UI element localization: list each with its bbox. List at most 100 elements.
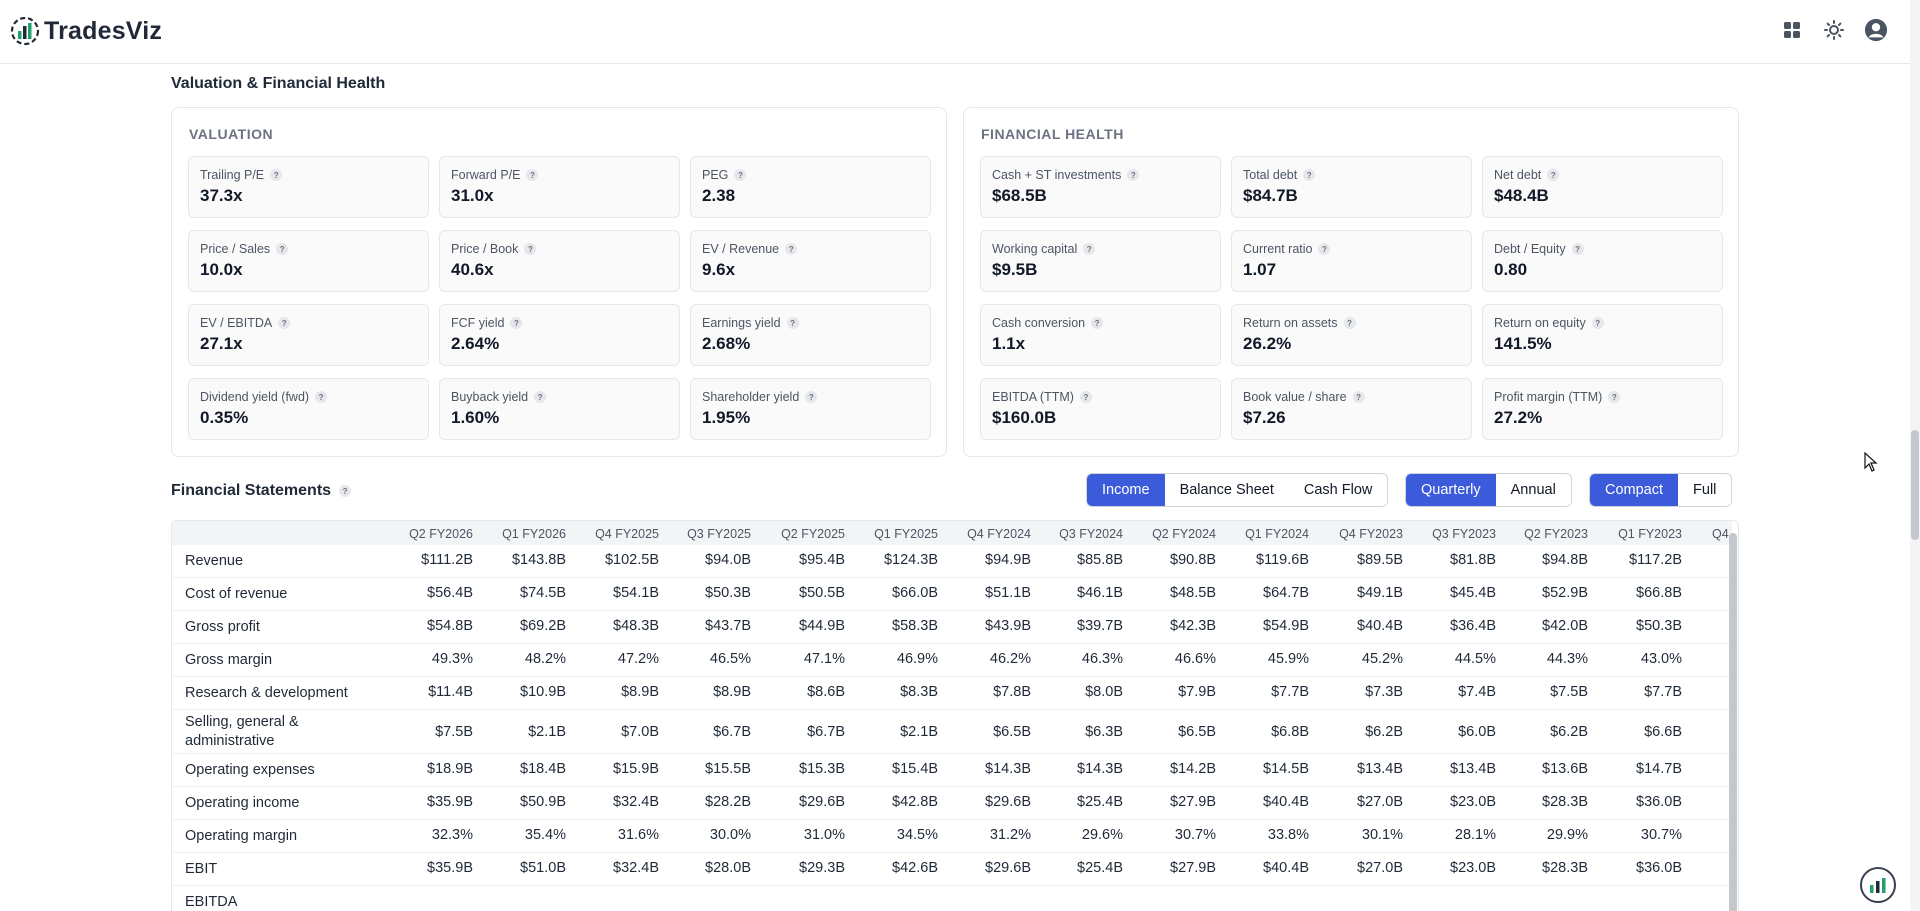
table-cell: $14.3B xyxy=(1077,761,1123,777)
metric-value: 0.35% xyxy=(200,408,249,427)
apps-grid-icon[interactable] xyxy=(1780,18,1804,42)
help-icon[interactable]: ? xyxy=(1352,391,1365,403)
row-label: Revenue xyxy=(185,553,244,569)
tab-income[interactable]: Income xyxy=(1087,474,1165,506)
row-label: Gross margin xyxy=(185,652,273,668)
help-icon[interactable]: ? xyxy=(526,169,539,181)
table-cell: $40.4B xyxy=(1263,860,1309,876)
column-header[interactable]: Q2 FY2025 xyxy=(781,527,845,541)
column-header[interactable]: Q3 FY2023 xyxy=(1432,527,1496,541)
table-row[interactable]: EBITDA xyxy=(172,886,1732,911)
table-row[interactable]: Gross margin 49.3% 48.2% 47.2% 46.5% 47.1% 46.… xyxy=(172,644,1732,677)
page-scrollbar-thumb[interactable] xyxy=(1911,430,1919,540)
help-icon[interactable]: ? xyxy=(1343,317,1356,329)
table-cell: $94.9B xyxy=(985,552,1031,568)
table-row[interactable]: Research & development $11.4B $10.9B $8.9B $… xyxy=(172,677,1732,710)
help-icon[interactable]: ? xyxy=(1083,243,1096,255)
help-icon[interactable]: ? xyxy=(315,391,328,403)
financial-health-card-title: FINANCIAL HEALTH xyxy=(981,126,1124,142)
help-icon[interactable]: ? xyxy=(510,317,523,329)
column-header[interactable]: Q2 FY2024 xyxy=(1152,527,1216,541)
column-header[interactable]: Q4 FY2023 xyxy=(1339,527,1403,541)
column-header[interactable]: Q3 FY2025 xyxy=(687,527,751,541)
help-icon[interactable]: ? xyxy=(1127,169,1140,181)
metric-fcf-yield: FCF yield? 2.64% xyxy=(439,304,680,366)
help-icon[interactable]: ? xyxy=(1608,391,1621,403)
help-icon[interactable]: ? xyxy=(786,317,799,329)
column-header[interactable]: Q4 FY2024 xyxy=(967,527,1031,541)
tab-compact[interactable]: Compact xyxy=(1590,474,1679,506)
table-row[interactable]: Selling, general & administrative $7.5B $2… xyxy=(172,710,1732,754)
column-header[interactable]: Q1 FY2026 xyxy=(502,527,566,541)
help-icon[interactable]: ? xyxy=(1079,391,1092,403)
table-cell: $7.7B xyxy=(1644,684,1682,700)
help-icon[interactable]: ? xyxy=(339,485,352,497)
metric-ev-revenue: EV / Revenue? 9.6x xyxy=(690,230,931,292)
help-icon[interactable]: ? xyxy=(270,169,283,181)
table-cell: $32.4B xyxy=(613,860,659,876)
column-header[interactable]: Q1 FY2023 xyxy=(1618,527,1682,541)
column-header[interactable]: Q1 FY2025 xyxy=(874,527,938,541)
table-row[interactable]: Operating expenses $18.9B $18.4B $15.9B $15.… xyxy=(172,754,1732,787)
tab-full[interactable]: Full xyxy=(1678,474,1732,506)
column-header[interactable]: Q1 FY2024 xyxy=(1245,527,1309,541)
table-cell: $46.1B xyxy=(1077,585,1123,601)
metric-forward-p-e: Forward P/E? 31.0x xyxy=(439,156,680,218)
table-cell: $28.2B xyxy=(705,794,751,810)
table-cell: $6.0B xyxy=(1458,724,1496,740)
column-header[interactable]: Q2 FY2026 xyxy=(409,527,473,541)
help-icon[interactable]: ? xyxy=(1091,317,1104,329)
brand[interactable]: TradesViz xyxy=(10,14,162,48)
table-cell: $14.2B xyxy=(1170,761,1216,777)
metric-label: Return on equity xyxy=(1494,316,1586,330)
metric-label: Current ratio xyxy=(1243,242,1313,256)
table-cell: $6.6B xyxy=(1644,724,1682,740)
metric-label: Debt / Equity xyxy=(1494,242,1566,256)
help-icon[interactable]: ? xyxy=(805,391,818,403)
table-cell: $124.3B xyxy=(883,552,938,568)
page-scrollbar-track[interactable] xyxy=(1910,0,1920,911)
table-cell: 43.0% xyxy=(1640,651,1682,667)
column-header[interactable]: Q3 FY2024 xyxy=(1059,527,1123,541)
table-row[interactable]: Cost of revenue $56.4B $74.5B $54.1B $50.3B $… xyxy=(172,578,1732,611)
table-row[interactable]: Operating margin 32.3% 35.4% 31.6% 30.0% 31.0… xyxy=(172,820,1732,853)
help-icon[interactable]: ? xyxy=(1571,243,1584,255)
tab-cash-flow[interactable]: Cash Flow xyxy=(1288,474,1388,506)
help-icon[interactable]: ? xyxy=(276,243,289,255)
help-icon[interactable]: ? xyxy=(785,243,798,255)
metric-label: Total debt xyxy=(1243,168,1298,182)
help-icon[interactable]: ? xyxy=(1303,169,1316,181)
table-cell: $50.3B xyxy=(1636,618,1682,634)
help-icon[interactable]: ? xyxy=(1547,169,1560,181)
help-icon[interactable]: ? xyxy=(534,391,547,403)
column-header[interactable]: Q4 xyxy=(1712,527,1729,541)
table-cell: $81.8B xyxy=(1450,552,1496,568)
table-cell: 29.9% xyxy=(1546,827,1588,843)
table-row[interactable]: Gross profit $54.8B $69.2B $48.3B $43.7B $44.… xyxy=(172,611,1732,644)
tab-balance-sheet[interactable]: Balance Sheet xyxy=(1164,474,1289,506)
table-row[interactable]: Revenue $111.2B $143.8B $102.5B $94.0B $95.4B… xyxy=(172,545,1732,578)
user-circle-icon[interactable] xyxy=(1864,18,1888,42)
metric-profit-margin-ttm: Profit margin (TTM)? 27.2% xyxy=(1482,378,1723,440)
table-row[interactable]: Operating income $35.9B $50.9B $32.4B $28.2B… xyxy=(172,787,1732,820)
column-header[interactable]: Q4 FY2025 xyxy=(595,527,659,541)
sun-icon[interactable] xyxy=(1822,18,1846,42)
tab-annual[interactable]: Annual xyxy=(1495,474,1571,506)
metric-peg: PEG? 2.38 xyxy=(690,156,931,218)
help-icon[interactable]: ? xyxy=(278,317,291,329)
table-cell: $7.5B xyxy=(1550,684,1588,700)
help-icon[interactable]: ? xyxy=(1591,317,1604,329)
table-body: Revenue $111.2B $143.8B $102.5B $94.0B $95.4B… xyxy=(172,545,1732,911)
tab-quarterly[interactable]: Quarterly xyxy=(1406,474,1496,506)
help-icon[interactable]: ? xyxy=(524,243,537,255)
table-scrollbar[interactable] xyxy=(1729,533,1737,911)
help-icon[interactable]: ? xyxy=(734,169,747,181)
table-cell: $6.5B xyxy=(993,724,1031,740)
table-row[interactable]: EBIT $35.9B $51.0B $32.4B $28.0B $29.3B $42.6B… xyxy=(172,853,1732,886)
help-icon[interactable]: ? xyxy=(1318,243,1331,255)
assistant-launcher-icon[interactable] xyxy=(1860,867,1896,903)
table-cell: $95.4B xyxy=(799,552,845,568)
table-cell: $40.4B xyxy=(1263,794,1309,810)
column-header[interactable]: Q2 FY2023 xyxy=(1524,527,1588,541)
metric-working-capital: Working capital? $9.5B xyxy=(980,230,1221,292)
